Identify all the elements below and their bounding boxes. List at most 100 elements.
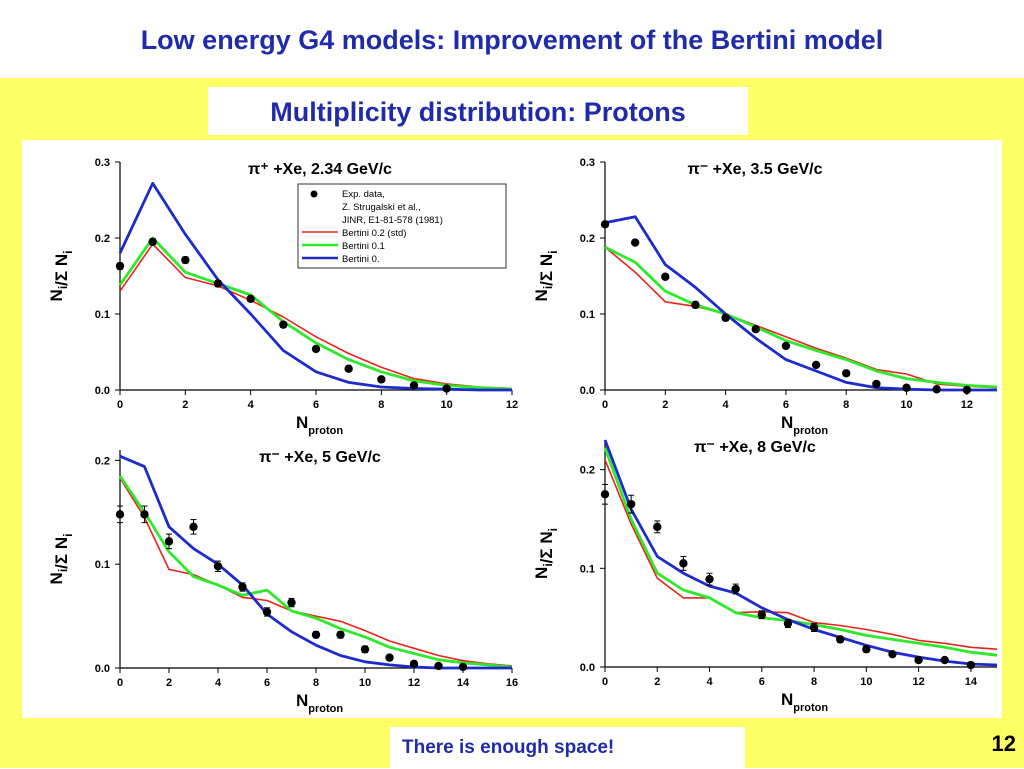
data-point	[661, 272, 670, 281]
x-tick-label: 0	[117, 677, 123, 689]
data-point	[653, 522, 662, 532]
x-tick-label: 4	[248, 399, 255, 411]
y-axis-label: Ni/Σ Ni	[532, 251, 560, 302]
data-point	[705, 574, 714, 584]
x-tick-label: 12	[912, 676, 924, 688]
data-point	[148, 237, 157, 246]
data-point	[809, 623, 819, 632]
x-tick-label: 6	[313, 399, 319, 411]
series-line-1	[119, 477, 513, 667]
data-point	[409, 381, 419, 390]
x-tick-label: 4	[706, 676, 713, 688]
legend-entry: Bertini 0.1	[342, 241, 385, 252]
x-tick-label: 12	[961, 399, 973, 411]
y-tick-label: 0.2	[580, 233, 595, 245]
y-tick-label: 0.3	[580, 157, 595, 169]
x-axis-label: Nproton	[296, 691, 343, 715]
y-tick-label: 0.2	[95, 233, 110, 245]
y-axis-label: Ni/Σ Ni	[47, 251, 75, 302]
series-line-3	[119, 454, 512, 670]
legend-entry: Z. Strugalski et al.,	[342, 202, 421, 213]
slide-title: Low energy G4 models: Improvement of the…	[0, 0, 1024, 78]
data-point	[287, 598, 296, 607]
chart-panel-4: 0.0 0.1 0.2 0 2 4 6 8 10 12 14 Nproton Ni/Σ Ni π⁻ +Xe…	[532, 439, 998, 714]
data-point	[600, 220, 610, 229]
data-point	[262, 607, 272, 617]
data-point	[213, 562, 223, 571]
y-axis-label: Ni/Σ Ni	[47, 534, 75, 585]
charts-canvas: 0.0 0.1 0.2 0.3 0 2 4 6 8 10 12 Nproton Ni/Σ Ni π⁺ +X…	[47, 157, 998, 715]
data-point	[751, 325, 760, 334]
data-point	[279, 320, 288, 329]
x-tick-label: 6	[783, 399, 789, 411]
data-point	[458, 662, 468, 672]
x-axis-label: Nproton	[296, 413, 343, 437]
data-point	[940, 655, 949, 665]
y-tick-label: 0.1	[95, 309, 110, 321]
data-point	[842, 369, 851, 378]
x-tick-label: 10	[359, 677, 371, 689]
data-point	[679, 559, 688, 568]
y-axis-label: Ni/Σ Ni	[532, 528, 560, 579]
x-tick-label: 8	[313, 677, 319, 689]
x-tick-label: 0	[602, 676, 608, 688]
data-point	[691, 300, 700, 310]
chart-panel-1: 0.0 0.1 0.2 0.3 0 2 4 6 8 10 12 Nproton Ni/Σ Ni π⁺ +X…	[47, 157, 518, 437]
x-axis-label: Nproton	[781, 690, 828, 714]
data-point	[836, 635, 845, 644]
series-line-2	[604, 245, 998, 389]
data-point	[630, 238, 640, 247]
page-number: 12	[991, 731, 1016, 756]
chart-title: π⁻ +Xe, 5 GeV/c	[259, 449, 381, 466]
x-tick-label: 10	[441, 399, 453, 411]
x-tick-label: 0	[602, 399, 608, 411]
data-point	[811, 360, 821, 370]
series-line-2	[603, 447, 998, 657]
x-tick-label: 14	[965, 676, 978, 688]
chart-title: π⁻ +Xe, 3.5 GeV/c	[688, 161, 823, 178]
data-point	[311, 344, 321, 354]
data-point	[966, 660, 976, 670]
data-point	[213, 279, 223, 288]
data-point	[442, 384, 451, 393]
data-point	[360, 645, 370, 654]
legend: Exp. data, Z. Strugalski et al., JINR, E1-…	[297, 183, 507, 269]
x-axis-label: Nproton	[781, 413, 828, 437]
chart-panel-3: 0.0 0.1 0.2 0 2 4 6 8 10 12 14 16 Nproton Ni/Σ Ni π⁻ +…	[47, 449, 518, 715]
data-point	[721, 313, 730, 322]
x-tick-label: 8	[378, 399, 384, 411]
data-point	[377, 375, 386, 384]
series-line-3	[604, 215, 997, 392]
data-point	[600, 490, 610, 499]
x-tick-label: 12	[506, 399, 518, 411]
data-point	[932, 385, 941, 394]
data-point	[783, 619, 793, 628]
data-point	[336, 630, 345, 639]
data-point	[140, 510, 149, 519]
x-tick-label: 6	[264, 677, 270, 689]
data-point	[862, 645, 871, 654]
legend-entry: Bertini 0.	[342, 254, 380, 265]
y-tick-label: 0.0	[580, 662, 595, 674]
data-point	[115, 510, 125, 519]
data-point	[902, 383, 911, 392]
data-point	[434, 661, 443, 671]
data-point	[626, 499, 636, 509]
y-tick-label: 0.0	[95, 385, 110, 397]
series-line-3	[603, 439, 998, 667]
chart-title: π⁻ +Xe, 8 GeV/c	[694, 439, 816, 456]
y-tick-label: 0.2	[580, 465, 595, 477]
y-tick-label: 0.1	[580, 309, 595, 321]
series-line-2	[118, 475, 513, 669]
legend-marker-exp	[310, 190, 318, 198]
data-point	[914, 655, 923, 665]
x-tick-label: 12	[408, 677, 420, 689]
data-point	[781, 341, 791, 351]
legend-entry: Bertini 0.2 (std)	[342, 228, 406, 239]
y-tick-label: 0.2	[95, 455, 110, 467]
legend-box	[297, 183, 507, 269]
data-point	[872, 379, 881, 389]
data-point	[409, 659, 419, 669]
data-point	[181, 255, 190, 265]
x-tick-label: 2	[662, 399, 668, 411]
